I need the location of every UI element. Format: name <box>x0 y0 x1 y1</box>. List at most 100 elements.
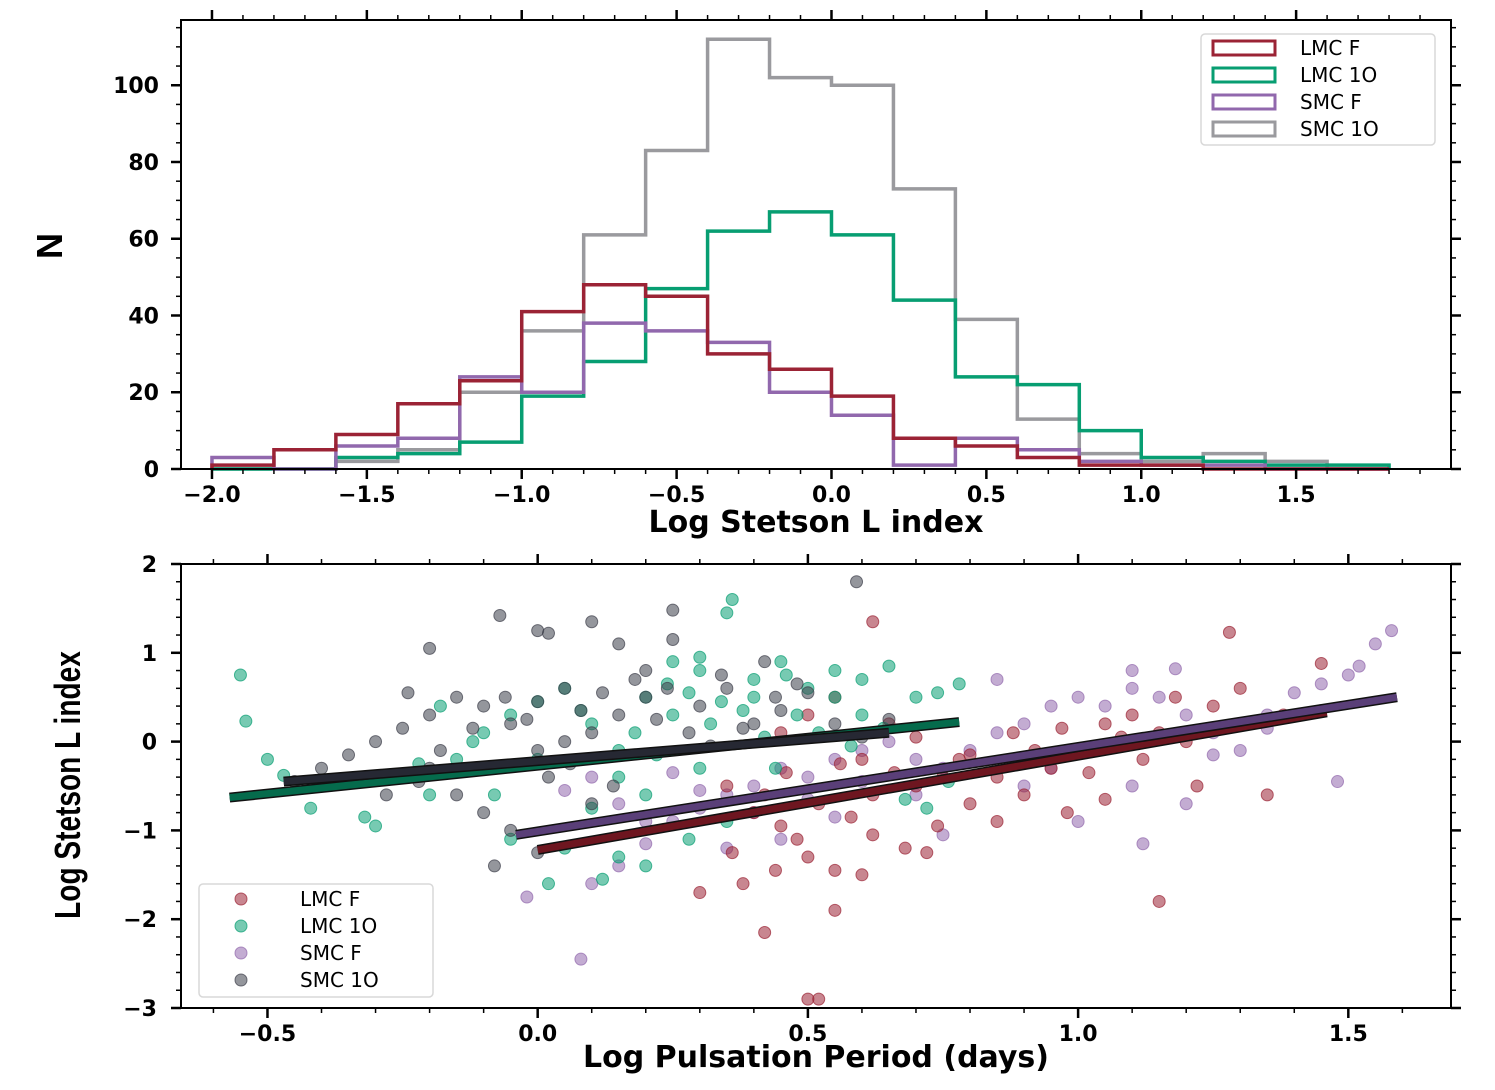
scatter-point-lmc-f <box>909 730 923 744</box>
scatter-point-smc-1o <box>531 624 545 638</box>
scatter-point-smc-f <box>1287 686 1301 700</box>
scatter-point-lmc-f <box>790 832 804 846</box>
fit-line-smc-f-fit <box>515 693 1398 839</box>
scatter-point-lmc-f <box>855 868 869 882</box>
scatter-point-smc-f <box>909 752 923 766</box>
scatter-point-lmc-f <box>855 752 869 766</box>
scatter-point-smc-1o <box>768 690 782 704</box>
scatter-point-lmc-1o <box>477 726 491 740</box>
scatter-point-lmc-f <box>833 757 847 771</box>
scatter-point-smc-f <box>1071 815 1085 829</box>
scatter-point-lmc-f <box>1017 788 1031 802</box>
scatter-point-lmc-1o <box>909 690 923 704</box>
scatter-point-lmc-f <box>1082 766 1096 780</box>
scatter-point-smc-1o <box>401 686 415 700</box>
scatter-point-smc-1o <box>736 721 750 735</box>
scatter-xtick-label: 0.5 <box>788 1022 827 1047</box>
scatter-point-smc-1o <box>585 615 599 629</box>
scatter-legend-marker-smc-1o <box>234 973 248 987</box>
scatter-point-lmc-f <box>812 992 826 1006</box>
scatter-ytick-label: −2 <box>123 908 157 933</box>
scatter-point-smc-f <box>1341 668 1355 682</box>
scatter-point-lmc-1o <box>952 677 966 691</box>
scatter-point-lmc-1o <box>828 664 842 678</box>
scatter-point-smc-1o <box>639 664 653 678</box>
scatter-point-smc-1o <box>541 770 555 784</box>
scatter-ytick-label: −1 <box>123 819 157 844</box>
histogram-legend-box <box>1200 33 1436 146</box>
scatter-point-lmc-f <box>1233 681 1247 695</box>
scatter-point-lmc-f <box>866 828 880 842</box>
scatter-point-smc-1o <box>369 735 383 749</box>
scatter-point-smc-1o <box>650 712 664 726</box>
scatter-point-lmc-1o <box>882 659 896 673</box>
scatter-point-lmc-f <box>1206 699 1220 713</box>
scatter-point-lmc-f <box>725 846 739 860</box>
histogram-xtick-label: 0.0 <box>812 483 851 508</box>
scatter-point-lmc-1o <box>747 690 761 704</box>
scatter-point-smc-f <box>1331 775 1345 789</box>
scatter-point-lmc-f <box>844 810 858 824</box>
scatter-point-lmc-f <box>779 766 793 780</box>
scatter-point-lmc-1o <box>720 606 734 620</box>
scatter-point-lmc-1o <box>828 690 842 704</box>
histogram-legend-label-smc-f: SMC F <box>1300 90 1362 114</box>
scatter-point-smc-f <box>828 810 842 824</box>
scatter-point-smc-1o <box>504 717 518 731</box>
scatter-point-lmc-1o <box>768 761 782 775</box>
scatter-point-lmc-f <box>920 846 934 860</box>
scatter-point-smc-1o <box>574 704 588 718</box>
scatter-point-lmc-1o <box>612 850 626 864</box>
histogram-step-smc-f <box>210 321 1390 471</box>
fit-lines <box>229 692 1398 855</box>
scatter-xtick-label: 1.0 <box>1059 1022 1098 1047</box>
scatter-point-lmc-1o <box>693 650 707 664</box>
scatter-point-smc-f <box>612 797 626 811</box>
scatter-point-lmc-f <box>758 926 772 940</box>
histogram-legend: LMC F LMC 1O SMC F SMC 1O <box>1200 33 1436 146</box>
scatter-point-lmc-1o <box>358 810 372 824</box>
scatter-ticks: −0.5 0.0 0.5 1.0 1.5 −3 −2 −1 0 1 2 <box>123 553 1461 1047</box>
scatter-point-lmc-1o <box>304 801 318 815</box>
scatter-point-smc-1o <box>850 575 864 589</box>
scatter-point-lmc-f <box>1055 721 1069 735</box>
scatter-point-lmc-1o <box>855 708 869 722</box>
scatter-point-smc-1o <box>747 717 761 731</box>
scatter-point-lmc-f <box>693 886 707 900</box>
scatter-point-smc-f <box>1314 677 1328 691</box>
scatter-point-smc-f <box>574 952 588 966</box>
scatter-point-lmc-1o <box>920 801 934 815</box>
scatter-point-smc-1o <box>396 721 410 735</box>
scatter-point-lmc-f <box>1314 656 1328 670</box>
scatter-point-lmc-f <box>720 779 734 793</box>
scatter-point-smc-f <box>1044 699 1058 713</box>
scatter-point-smc-1o <box>758 655 772 669</box>
scatter-point-smc-1o <box>666 632 680 646</box>
scatter-point-smc-1o <box>531 695 545 709</box>
scatter-point-smc-1o <box>612 708 626 722</box>
scatter-point-smc-f <box>990 726 1004 740</box>
scatter-point-smc-1o <box>466 721 480 735</box>
scatter-point-smc-f <box>747 779 761 793</box>
scatter-point-lmc-1o <box>433 699 447 713</box>
scatter-point-smc-f <box>639 837 653 851</box>
scatter-point-smc-1o <box>801 686 815 700</box>
scatter-point-smc-1o <box>828 717 842 731</box>
scatter-point-lmc-1o <box>639 859 653 873</box>
scatter-point-smc-1o <box>450 690 464 704</box>
scatter-legend-label-smc-f: SMC F <box>300 941 362 965</box>
scatter-point-lmc-f <box>768 863 782 877</box>
scatter-point-lmc-f <box>1060 806 1074 820</box>
scatter-point-lmc-1o <box>931 686 945 700</box>
scatter-point-smc-1o <box>315 761 329 775</box>
scatter-point-lmc-f <box>1190 779 1204 793</box>
scatter-point-smc-1o <box>477 806 491 820</box>
fit-line-smc-1o-fit <box>283 729 890 786</box>
scatter-point-smc-1o <box>493 609 507 623</box>
scatter-point-smc-f <box>1136 837 1150 851</box>
scatter-point-lmc-1o <box>725 593 739 607</box>
scatter-legend-marker-lmc-f <box>234 892 248 906</box>
scatter-point-smc-f <box>1168 662 1182 676</box>
histogram-ytick-label: 60 <box>128 228 159 253</box>
scatter-point-smc-f <box>1098 699 1112 713</box>
